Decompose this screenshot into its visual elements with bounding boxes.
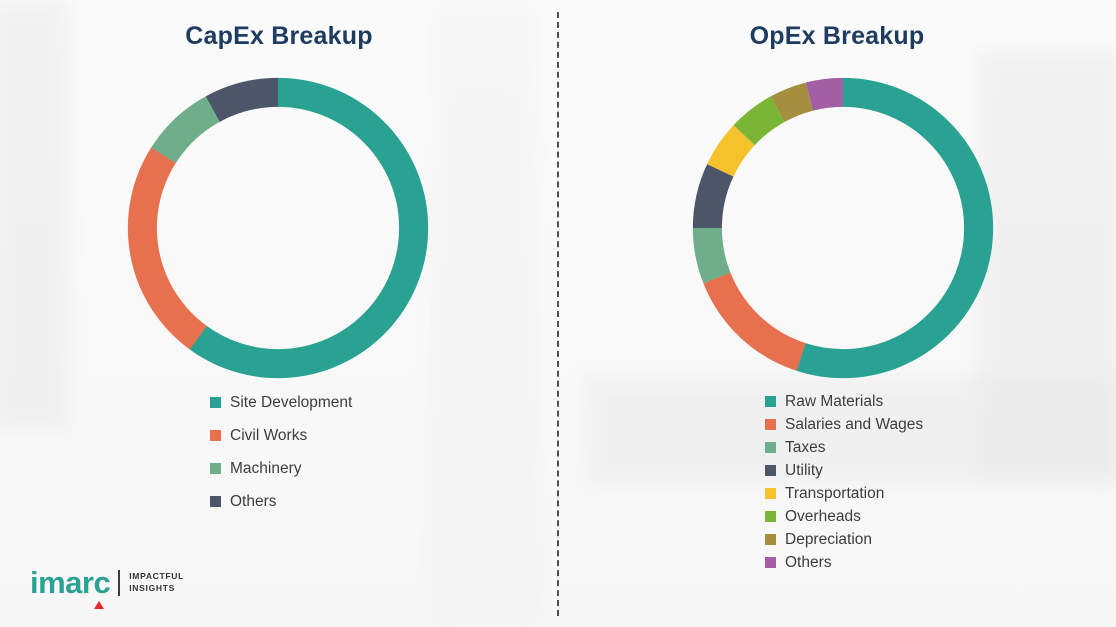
legend-label: Taxes <box>785 439 826 456</box>
imarc-logo: imarc IMPACTFUL INSIGHTS <box>30 565 184 609</box>
background-texture <box>585 375 1116 485</box>
background-texture <box>430 0 540 627</box>
background-texture <box>0 0 70 430</box>
legend-item: Salaries and Wages <box>765 415 923 434</box>
capex-donut-chart <box>123 73 433 383</box>
legend-label: Others <box>785 554 832 571</box>
legend-swatch-icon <box>765 396 776 407</box>
donut-segment-depreciation <box>692 77 994 379</box>
opex-donut-svg <box>692 77 994 379</box>
legend-swatch-icon <box>765 488 776 499</box>
legend-swatch-icon <box>765 557 776 568</box>
legend-item: Depreciation <box>765 530 923 549</box>
background-texture <box>976 50 1116 480</box>
legend-swatch-icon <box>765 534 776 545</box>
legend-label: Utility <box>785 462 823 479</box>
donut-segment-transportation <box>692 77 994 379</box>
imarc-logo-text: imarc <box>30 565 111 600</box>
donut-segment-others <box>127 77 429 379</box>
legend-swatch-icon <box>210 397 221 408</box>
imarc-logo-tagline: IMPACTFUL INSIGHTS <box>129 571 184 593</box>
opex-donut-chart <box>688 73 998 383</box>
legend-item: Machinery <box>210 458 352 479</box>
legend-item: Others <box>765 553 923 572</box>
capex-panel: CapEx Breakup Site Development Civil Work… <box>123 22 433 524</box>
donut-segment-salaries-and-wages <box>692 77 994 379</box>
imarc-logo-triangle-icon <box>94 601 104 609</box>
legend-item: Utility <box>765 461 923 480</box>
legend-swatch-icon <box>765 442 776 453</box>
legend-item: Site Development <box>210 392 352 413</box>
legend-label: Transportation <box>785 485 885 502</box>
donut-segment-others <box>692 77 994 379</box>
legend-swatch-icon <box>765 465 776 476</box>
legend-label: Overheads <box>785 508 861 525</box>
donut-segment-civil-works <box>127 77 429 379</box>
dashed-divider-line <box>557 12 559 616</box>
legend-label: Civil Works <box>230 427 308 444</box>
capex-title: CapEx Breakup <box>185 22 373 50</box>
legend-item: Civil Works <box>210 425 352 446</box>
legend-swatch-icon <box>210 496 221 507</box>
opex-title: OpEx Breakup <box>749 22 925 50</box>
donut-segment-overheads <box>692 77 994 379</box>
legend-label: Depreciation <box>785 531 873 548</box>
legend-swatch-icon <box>210 430 221 441</box>
donut-segment-raw-materials <box>692 77 994 379</box>
legend-label: Site Development <box>230 394 353 411</box>
donut-segment-utility <box>692 77 994 379</box>
legend-swatch-icon <box>765 419 776 430</box>
legend-label: Others <box>230 493 277 510</box>
legend-item: Others <box>210 491 352 512</box>
opex-panel: OpEx Breakup Raw Materials Salaries and W… <box>558 0 1116 627</box>
imarc-tagline-line1: IMPACTFUL <box>129 571 185 582</box>
opex-legend: Raw Materials Salaries and Wages Taxes Util… <box>765 392 923 576</box>
legend-item: Raw Materials <box>765 392 923 411</box>
legend-label: Raw Materials <box>785 393 884 410</box>
legend-swatch-icon <box>210 463 221 474</box>
donut-segment-machinery <box>127 77 429 379</box>
imarc-logo-divider <box>118 569 121 596</box>
legend-label: Salaries and Wages <box>785 416 924 433</box>
donut-segment-taxes <box>692 77 994 379</box>
legend-item: Overheads <box>765 507 923 526</box>
legend-item: Transportation <box>765 484 923 503</box>
capex-donut-svg <box>127 77 429 379</box>
legend-item: Taxes <box>765 438 923 457</box>
legend-label: Machinery <box>230 460 302 477</box>
imarc-tagline-line2: INSIGHTS <box>129 582 175 593</box>
legend-swatch-icon <box>765 511 776 522</box>
capex-legend: Site Development Civil Works Machinery Othe… <box>210 392 352 524</box>
